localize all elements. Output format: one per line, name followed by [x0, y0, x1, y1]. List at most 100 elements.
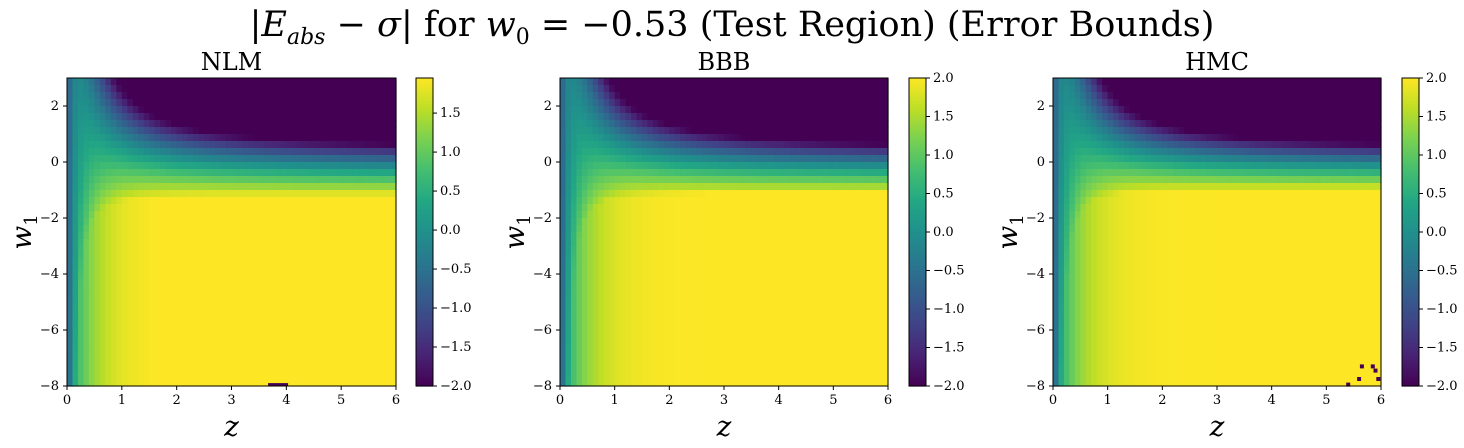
heatmap-cell — [756, 162, 763, 170]
heatmap-cell — [291, 330, 298, 338]
heatmap-cell — [286, 337, 293, 345]
heatmap-cell — [603, 323, 610, 331]
heatmap-cell — [143, 246, 150, 254]
heatmap-cell — [560, 316, 567, 324]
heatmap-cell — [625, 330, 632, 338]
heatmap-cell — [182, 113, 189, 121]
heatmap-cell — [560, 288, 567, 296]
heatmap-cell — [652, 78, 659, 86]
heatmap-cell — [685, 155, 692, 163]
heatmap-cell — [642, 92, 649, 100]
heatmap-cell — [236, 365, 244, 373]
heatmap-cell — [756, 106, 763, 114]
heatmap-cell — [800, 99, 807, 107]
heatmap-cell — [176, 211, 183, 219]
heatmap-cell — [822, 99, 829, 107]
heatmap-cell — [570, 232, 577, 240]
heatmap-cell — [171, 99, 178, 107]
heatmap-cell — [368, 295, 375, 303]
heatmap-cell — [209, 281, 216, 289]
heatmap-cell — [341, 295, 348, 303]
heatmap-cell — [253, 365, 260, 373]
heatmap-cell — [149, 197, 156, 205]
heatmap-cell — [335, 190, 342, 198]
heatmap-cell — [132, 148, 139, 156]
heatmap-cell — [718, 267, 725, 275]
heatmap-cell — [565, 351, 572, 359]
heatmap-cell — [806, 162, 813, 170]
heatmap-cell — [680, 99, 687, 107]
heatmap-cell — [105, 183, 112, 191]
heatmap-cell — [236, 281, 244, 289]
heatmap-cell — [778, 288, 785, 296]
heatmap-cell — [379, 106, 386, 114]
heatmap-cell — [647, 274, 654, 282]
heatmap-cell — [330, 190, 337, 198]
heatmap-cell — [319, 365, 326, 373]
heatmap-cell — [751, 330, 758, 338]
heatmap-cell — [313, 141, 320, 149]
heatmap-cell — [647, 92, 654, 100]
heatmap-cell — [762, 281, 769, 289]
heatmap-cell — [592, 288, 599, 296]
heatmap-cell — [598, 372, 605, 380]
heatmap-cell — [784, 190, 791, 198]
heatmap-cell — [286, 141, 293, 149]
heatmap-cell — [658, 309, 665, 317]
heatmap-cell — [324, 309, 331, 317]
colorbar-step — [416, 301, 433, 305]
heatmap-cell — [247, 288, 255, 296]
heatmap-cell — [390, 309, 397, 317]
heatmap-cell — [691, 176, 698, 184]
heatmap-cell — [319, 169, 326, 177]
heatmap-cell — [160, 162, 167, 170]
heatmap-cell — [592, 183, 599, 191]
heatmap-cell — [269, 106, 276, 114]
heatmap-cell — [631, 288, 638, 296]
heatmap-cell — [587, 141, 594, 149]
heatmap-cell — [811, 99, 818, 107]
heatmap-cell — [149, 169, 156, 177]
heatmap-cell — [88, 267, 96, 275]
heatmap-cell — [762, 365, 769, 373]
heatmap-cell — [620, 106, 627, 114]
heatmap-cell — [247, 379, 255, 387]
heatmap-cell — [718, 302, 725, 310]
heatmap-cell — [143, 288, 150, 296]
heatmap-cell — [560, 120, 567, 128]
heatmap-cell — [745, 316, 752, 324]
heatmap-cell — [182, 169, 189, 177]
heatmap-cell — [614, 169, 621, 177]
heatmap-cell — [352, 267, 359, 275]
heatmap-cell — [570, 274, 577, 282]
heatmap-cell — [88, 190, 96, 198]
heatmap-cell — [258, 176, 265, 184]
heatmap-cell — [121, 267, 128, 275]
heatmap-cell — [286, 204, 293, 212]
heatmap-cell — [587, 260, 594, 268]
heatmap-cell — [806, 379, 813, 387]
heatmap-cell — [291, 99, 298, 107]
heatmap-cell — [88, 225, 96, 233]
heatmap-cell — [570, 253, 577, 261]
heatmap-cell — [176, 197, 183, 205]
heatmap-cell — [352, 365, 359, 373]
heatmap-cell — [620, 204, 627, 212]
heatmap-cell — [88, 113, 96, 121]
heatmap-cell — [352, 351, 359, 359]
heatmap-cell — [121, 127, 128, 135]
heatmap-cell — [187, 274, 194, 282]
heatmap-cell — [374, 323, 381, 331]
colorbar-step — [416, 144, 433, 148]
heatmap-cell — [269, 309, 276, 317]
heatmap-cell — [565, 239, 572, 247]
heatmap-cell — [171, 365, 178, 373]
heatmap-cell — [319, 218, 326, 226]
heatmap-cell — [352, 288, 359, 296]
heatmap-cell — [368, 120, 375, 128]
heatmap-cell — [352, 204, 359, 212]
heatmap-cell — [702, 127, 709, 135]
heatmap-cell — [198, 113, 205, 121]
heatmap-cell — [587, 155, 594, 163]
heatmap-cell — [691, 225, 698, 233]
